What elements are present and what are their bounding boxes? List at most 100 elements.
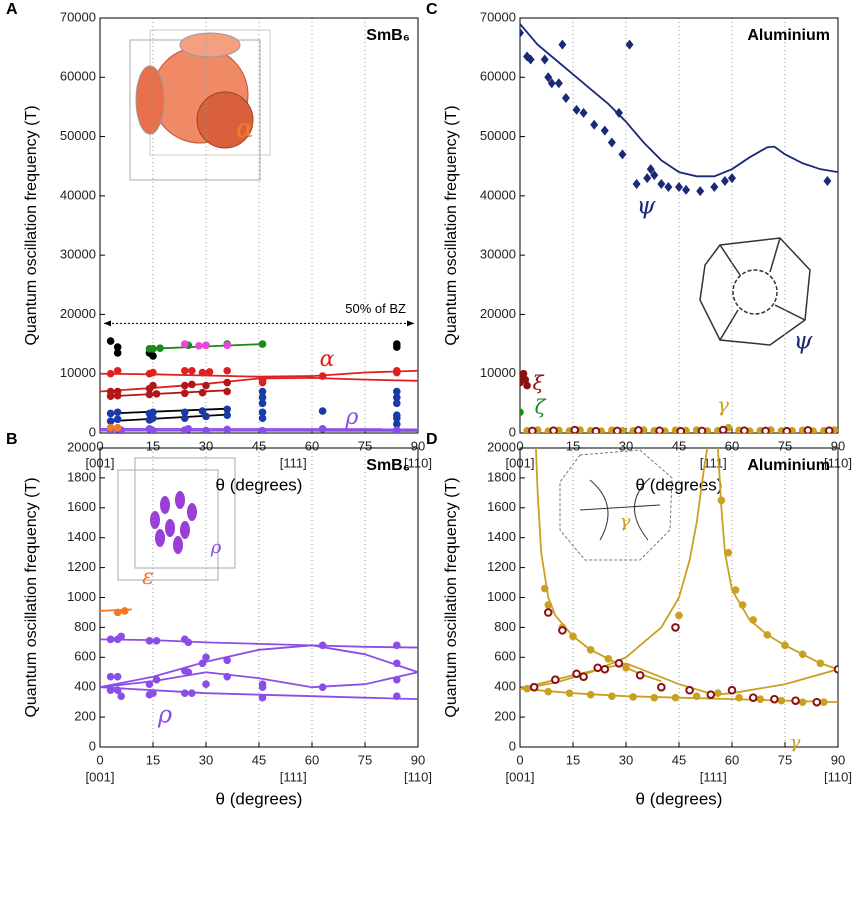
panel-label: A bbox=[6, 1, 18, 18]
y-tick-label: 60000 bbox=[480, 69, 516, 84]
x-tick-label: 60 bbox=[305, 752, 319, 767]
x-tick-label: 75 bbox=[358, 752, 372, 767]
point bbox=[259, 379, 267, 387]
y-axis-label: Quantum oscillation frequency (T) bbox=[443, 105, 460, 345]
point bbox=[259, 340, 267, 348]
point bbox=[643, 173, 651, 183]
point bbox=[156, 344, 164, 352]
point bbox=[393, 369, 401, 377]
point bbox=[558, 40, 566, 50]
y-tick-label: 1600 bbox=[67, 499, 96, 514]
panel-label: C bbox=[426, 1, 438, 18]
point bbox=[202, 413, 210, 421]
point bbox=[114, 349, 122, 357]
point bbox=[202, 680, 210, 688]
point bbox=[835, 666, 842, 673]
point bbox=[544, 688, 552, 696]
point bbox=[594, 664, 601, 671]
point bbox=[720, 427, 727, 434]
point bbox=[223, 388, 231, 396]
y-axis-label: Quantum oscillation frequency (T) bbox=[23, 105, 40, 345]
x-tick-label: 60 bbox=[305, 438, 319, 453]
point bbox=[181, 367, 189, 375]
annotation: α bbox=[236, 114, 254, 144]
point bbox=[188, 689, 196, 697]
y-tick-label: 1600 bbox=[487, 499, 516, 514]
point bbox=[107, 673, 115, 681]
annotation: ψ bbox=[637, 192, 657, 220]
inset-fermi-surface-alpha bbox=[130, 30, 270, 180]
point bbox=[107, 370, 115, 378]
x-tick-label: 15 bbox=[566, 752, 580, 767]
point bbox=[544, 601, 552, 609]
y-axis-label: Quantum oscillation frequency (T) bbox=[443, 477, 460, 717]
direction-label: [111] bbox=[280, 769, 307, 784]
point bbox=[587, 691, 595, 699]
x-tick-label: 45 bbox=[252, 752, 266, 767]
point bbox=[622, 664, 630, 672]
y-tick-label: 1400 bbox=[67, 529, 96, 544]
y-tick-label: 400 bbox=[74, 679, 96, 694]
point bbox=[185, 639, 193, 647]
point bbox=[550, 427, 557, 434]
point bbox=[616, 660, 623, 667]
y-tick-label: 1800 bbox=[67, 469, 96, 484]
x-tick-label: 90 bbox=[411, 752, 425, 767]
point bbox=[223, 379, 231, 387]
y-tick-label: 800 bbox=[74, 619, 96, 634]
point bbox=[393, 659, 401, 667]
point bbox=[750, 694, 757, 701]
point bbox=[114, 367, 122, 375]
point bbox=[756, 695, 764, 703]
y-tick-label: 1200 bbox=[67, 559, 96, 574]
point bbox=[708, 691, 715, 698]
y-axis-label: Quantum oscillation frequency (T) bbox=[23, 477, 40, 717]
point bbox=[650, 694, 658, 702]
annotation: ρ bbox=[210, 537, 222, 558]
point bbox=[805, 427, 812, 434]
point bbox=[749, 616, 757, 624]
point bbox=[117, 692, 125, 700]
x-tick-label: 30 bbox=[619, 752, 633, 767]
x-tick-label: 15 bbox=[146, 438, 160, 453]
point bbox=[393, 642, 401, 650]
point bbox=[393, 692, 401, 700]
point bbox=[181, 340, 189, 348]
x-tick-label: 90 bbox=[831, 752, 845, 767]
plot-area bbox=[100, 337, 418, 434]
point bbox=[732, 586, 740, 594]
y-tick-label: 1200 bbox=[487, 559, 516, 574]
annotation: ε bbox=[142, 565, 154, 590]
annotation: ρ bbox=[345, 405, 359, 430]
point bbox=[153, 637, 161, 645]
point bbox=[393, 676, 401, 684]
point bbox=[729, 687, 736, 694]
point bbox=[637, 672, 644, 679]
panel-label: D bbox=[426, 431, 438, 448]
point bbox=[675, 612, 683, 620]
point bbox=[735, 694, 743, 702]
direction-label: [110] bbox=[404, 769, 432, 784]
y-tick-label: 70000 bbox=[480, 9, 516, 24]
point bbox=[571, 427, 578, 434]
point bbox=[523, 382, 531, 390]
point bbox=[393, 388, 401, 396]
x-tick-label: 30 bbox=[619, 438, 633, 453]
point bbox=[820, 698, 828, 706]
point bbox=[195, 342, 203, 350]
point bbox=[181, 389, 189, 397]
point bbox=[658, 684, 665, 691]
point bbox=[555, 78, 563, 88]
point bbox=[721, 176, 729, 186]
point bbox=[153, 390, 161, 398]
y-tick-label: 400 bbox=[494, 679, 516, 694]
point bbox=[149, 352, 157, 360]
point bbox=[149, 382, 157, 390]
x-tick-label: 0 bbox=[96, 752, 103, 767]
y-tick-label: 70000 bbox=[60, 9, 96, 24]
point bbox=[107, 424, 115, 432]
y-tick-label: 20000 bbox=[480, 306, 516, 321]
x-axis-label: θ (degrees) bbox=[636, 789, 723, 808]
point bbox=[541, 585, 549, 593]
point bbox=[259, 683, 267, 691]
